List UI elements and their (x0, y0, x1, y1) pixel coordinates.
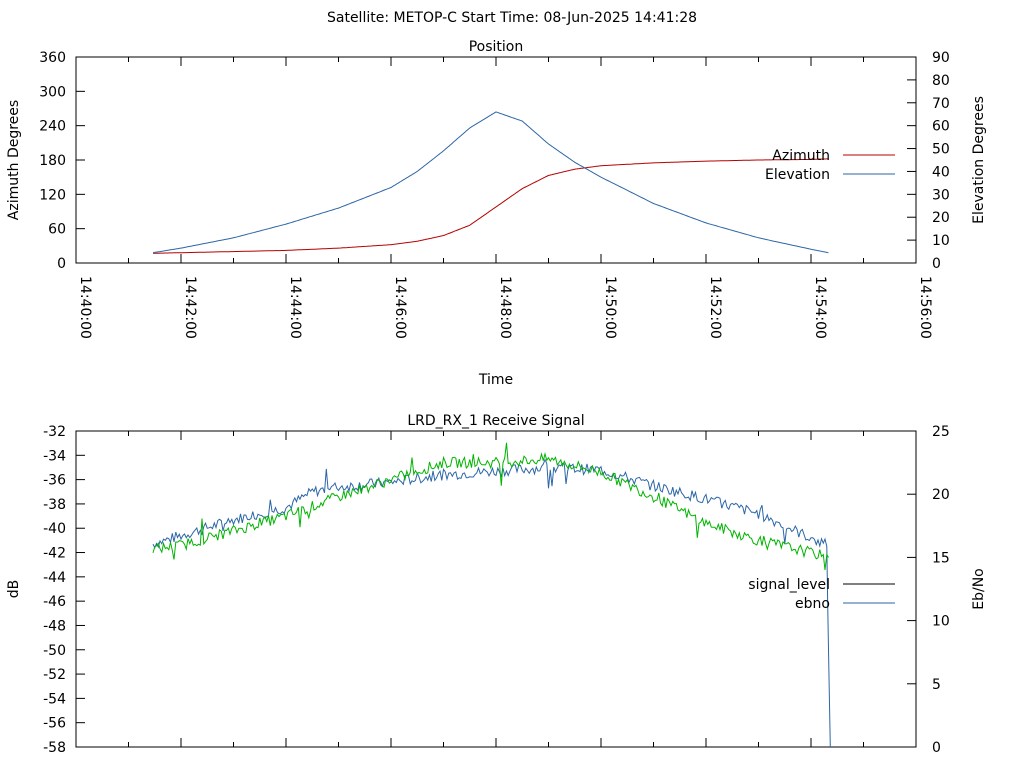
y-tick-label: -46 (43, 594, 66, 610)
figure-title: Satellite: METOP-C Start Time: 08-Jun-20… (327, 10, 697, 26)
y2-tick-label: 70 (932, 96, 950, 112)
y-tick-label: -54 (43, 691, 66, 707)
chart-title: Position (469, 39, 524, 55)
x-tick-label: 14:54:00 (812, 276, 828, 339)
y2-tick-label: 30 (932, 187, 950, 203)
y-tick-label: -56 (43, 716, 66, 732)
y-tick-label: -52 (43, 667, 66, 683)
x-tick-label: 14:48:00 (497, 276, 513, 339)
y2-tick-label: 0 (932, 740, 941, 756)
y2-tick-label: 15 (932, 550, 950, 566)
y-tick-label: -50 (43, 643, 66, 659)
legend-label: ebno (795, 596, 830, 612)
y2-tick-label: 5 (932, 677, 941, 693)
y2-tick-label: 20 (932, 210, 950, 226)
x-axis-label: Time (478, 372, 513, 388)
legend-label: Elevation (765, 167, 830, 183)
receive-signal-chart: LRD_RX_1 Receive Signal -32 -34 -36 -38 -40 -4… (6, 413, 987, 756)
position-chart: Position 14:40:00 14:42:00 14:44:00 14:46:00… (6, 39, 987, 388)
series-line-trace-2 (152, 442, 829, 571)
x-tick-label: 14:56:00 (917, 276, 933, 339)
y-tick-label: 60 (48, 222, 66, 238)
y2-tick-label: 0 (932, 256, 941, 272)
y2-tick-label: 10 (932, 614, 950, 630)
y2-tick-label: 60 (932, 119, 950, 135)
y-tick-label: -34 (43, 448, 66, 464)
y-tick-label: -48 (43, 618, 66, 634)
x-tick-label: 14:50:00 (602, 276, 618, 339)
y2-tick-label: 90 (932, 50, 950, 66)
series-line-ebno (152, 458, 831, 748)
series-line-Azimuth (152, 158, 829, 254)
y-tick-label: -36 (43, 473, 66, 489)
y2-tick-label: 25 (932, 424, 950, 440)
y-axis-label: Azimuth Degrees (6, 100, 22, 220)
y2-tick-label: 80 (932, 73, 950, 89)
legend-label: signal_level (748, 577, 830, 593)
x-tick-label: 14:44:00 (287, 276, 303, 339)
x-tick-label: 14:42:00 (182, 276, 198, 339)
series-line-Elevation (152, 111, 829, 254)
y2-tick-label: 10 (932, 233, 950, 249)
y-tick-label: -42 (43, 546, 66, 562)
y-tick-label: 300 (39, 84, 66, 100)
y2-tick-label: 40 (932, 164, 950, 180)
legend-label: Azimuth (772, 148, 830, 164)
y-tick-label: 0 (57, 256, 66, 272)
y2-axis-label: Elevation Degrees (971, 96, 987, 224)
x-tick-label: 14:40:00 (77, 276, 93, 339)
y-tick-label: -38 (43, 497, 66, 513)
x-tick-label: 14:52:00 (707, 276, 723, 339)
y-tick-label: 120 (39, 187, 66, 203)
y2-tick-label: 50 (932, 142, 950, 158)
y-axis-label: dB (6, 580, 22, 599)
y-tick-label: 240 (39, 119, 66, 135)
y-tick-label: 180 (39, 153, 66, 169)
x-tick-label: 14:46:00 (392, 276, 408, 339)
y2-tick-label: 20 (932, 487, 950, 503)
y-tick-label: -44 (43, 570, 66, 586)
y-tick-label: -58 (43, 740, 66, 756)
y-tick-label: -40 (43, 521, 66, 537)
chart-title: LRD_RX_1 Receive Signal (407, 413, 584, 429)
y-tick-label: 360 (39, 50, 66, 66)
y-tick-label: -32 (43, 424, 66, 440)
y2-axis-label: Eb/No (971, 568, 987, 610)
